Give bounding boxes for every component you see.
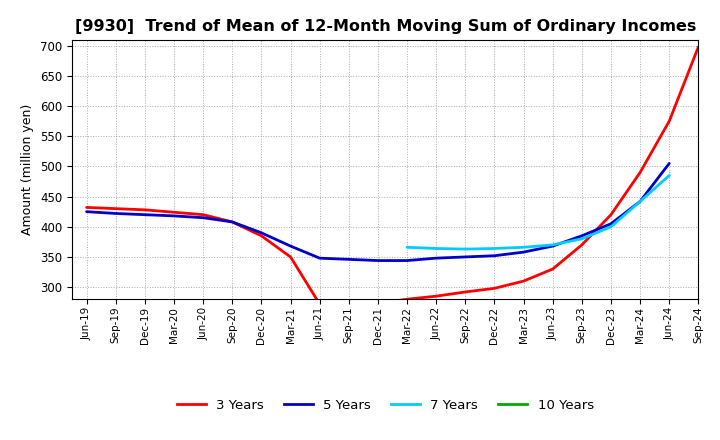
Title: [9930]  Trend of Mean of 12-Month Moving Sum of Ordinary Incomes: [9930] Trend of Mean of 12-Month Moving …	[74, 19, 696, 34]
Legend: 3 Years, 5 Years, 7 Years, 10 Years: 3 Years, 5 Years, 7 Years, 10 Years	[171, 394, 599, 417]
Y-axis label: Amount (million yen): Amount (million yen)	[22, 104, 35, 235]
